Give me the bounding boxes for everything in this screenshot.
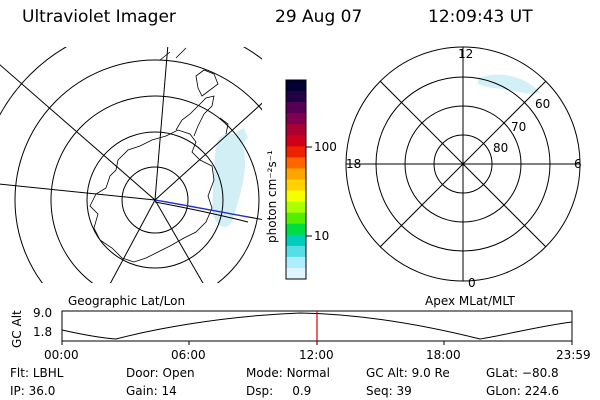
colorbar-segment: [286, 168, 306, 181]
geographic-map: [0, 47, 262, 283]
observation-date: 29 Aug 07: [275, 7, 363, 27]
glon-field: GLon: 224.6: [486, 385, 559, 397]
glon-label: GLon:: [486, 384, 521, 398]
latitude-circles: [0, 47, 262, 283]
ip-value: 36.0: [28, 384, 56, 398]
aurora-emission-left: [212, 128, 248, 227]
altitude-ytick-1-8: 1.8: [33, 325, 53, 339]
filter-label: Flt:: [10, 366, 29, 380]
gain-field: Gain: 14: [126, 385, 177, 397]
altitude-xtick-0600: 06:00: [171, 348, 206, 362]
glat-value: −80.8: [521, 366, 559, 380]
mlat-label-60: 60: [535, 97, 551, 111]
altitude-xtick-2359: 23:59: [556, 348, 591, 362]
meridian-lines: [0, 47, 262, 283]
glon-value: 224.6: [524, 384, 559, 398]
door-value: Open: [162, 366, 195, 380]
glat-field: GLat: −80.8: [486, 367, 559, 379]
mlat-label-70: 70: [511, 120, 527, 134]
filter-value: LBHL: [32, 366, 64, 380]
seq-field: Seq: 39: [366, 385, 412, 397]
colorbar-segment: [286, 91, 306, 103]
dsp-field: Dsp: 0.9: [246, 385, 311, 397]
colorbar-segment: [286, 135, 306, 147]
altitude-x-ticks: [61, 341, 573, 345]
magnetic-map-label: Apex MLat/MLT: [425, 294, 515, 308]
mlt-label-0: 0: [468, 276, 476, 290]
intensity-colorbar: [286, 80, 306, 280]
colorbar-label-100: 100: [314, 140, 337, 154]
mlt-label-6: 6: [574, 157, 582, 171]
gcalt-field: GC Alt: 9.0 Re: [366, 367, 450, 379]
door-label: Door:: [126, 366, 159, 380]
ip-field: IP: 36.0: [10, 385, 55, 397]
orbit-track: [154, 199, 249, 218]
gain-label: Gain:: [126, 384, 158, 398]
mlt-lines: [346, 47, 580, 281]
colorbar-segment: [286, 223, 306, 236]
gain-value: 14: [161, 384, 177, 398]
colorbar-segment: [286, 179, 306, 192]
colorbar-segment: [286, 267, 306, 280]
colorbar-segment: [286, 256, 306, 269]
altitude-xtick-0000: 00:00: [44, 348, 79, 362]
dsp-value: 0.9: [292, 384, 312, 398]
mode-field: Mode: Normal: [246, 367, 330, 379]
gcalt-value: 9.0 Re: [411, 366, 450, 380]
colorbar-segment: [286, 80, 306, 92]
colorbar-segment: [286, 245, 306, 258]
gcalt-label: GC Alt:: [366, 366, 408, 380]
colorbar-segment: [286, 190, 306, 203]
colorbar-label-10: 10: [314, 229, 330, 243]
mlt-label-18: 18: [346, 157, 362, 171]
mode-label: Mode:: [246, 366, 283, 380]
colorbar-segment: [286, 146, 306, 158]
observation-time: 12:09:43 UT: [428, 7, 533, 27]
seq-value: 39: [396, 384, 412, 398]
colorbar-segment: [286, 157, 306, 170]
mlat-label-80: 80: [493, 141, 509, 155]
continent-outline: [89, 129, 215, 263]
colorbar-segment: [286, 113, 306, 125]
colorbar-segment: [286, 124, 306, 136]
geographic-map-label: Geographic Lat/Lon: [68, 294, 186, 308]
mode-value: Normal: [286, 366, 330, 380]
mlt-label-12: 12: [458, 47, 474, 61]
filter-field: Flt: LBHL: [10, 367, 63, 379]
colorbar-segment: [286, 212, 306, 225]
altitude-xtick-1800: 18:00: [426, 348, 461, 362]
altitude-xtick-1200: 12:00: [299, 348, 334, 362]
polar-plot-border: [345, 46, 581, 282]
door-field: Door: Open: [126, 367, 195, 379]
instrument-title: Ultraviolet Imager: [22, 7, 176, 27]
altitude-ylabel: GC Alt: [10, 310, 24, 348]
glat-label: GLat:: [486, 366, 519, 380]
magnetic-polar-plot: [346, 47, 580, 281]
colorbar-unit-label: photon cm⁻²s⁻¹: [265, 150, 279, 243]
altitude-ytick-9: 9.0: [33, 306, 53, 320]
seq-label: Seq:: [366, 384, 393, 398]
colorbar-segment: [286, 102, 306, 114]
aurora-emission-right: [478, 74, 540, 94]
colorbar-segment: [286, 201, 306, 214]
colorbar-segment: [286, 234, 306, 247]
ip-label: IP:: [10, 384, 25, 398]
altitude-curve: [61, 312, 573, 340]
dsp-label: Dsp:: [246, 384, 274, 398]
colorbar-frame: [285, 79, 307, 280]
